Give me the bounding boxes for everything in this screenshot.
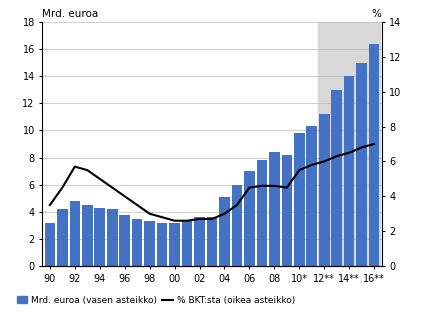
- Bar: [182, 221, 192, 266]
- Text: %: %: [372, 9, 382, 19]
- Legend: Mrd. euroa (vasen asteikko), % BKT:sta (oikea asteikko): Mrd. euroa (vasen asteikko), % BKT:sta (…: [13, 292, 299, 309]
- Bar: [344, 76, 354, 266]
- Bar: [219, 197, 230, 266]
- Bar: [332, 90, 342, 266]
- Bar: [70, 201, 80, 266]
- Bar: [318, 22, 380, 266]
- Bar: [57, 209, 68, 266]
- Bar: [319, 114, 329, 266]
- Bar: [294, 133, 304, 266]
- Bar: [269, 152, 280, 266]
- Bar: [206, 217, 217, 266]
- Bar: [169, 223, 180, 266]
- Bar: [157, 223, 167, 266]
- Bar: [257, 160, 267, 266]
- Bar: [144, 221, 155, 266]
- Bar: [194, 217, 205, 266]
- Bar: [232, 185, 242, 266]
- Bar: [107, 209, 117, 266]
- Bar: [120, 214, 130, 266]
- Bar: [244, 171, 255, 266]
- Bar: [307, 126, 317, 266]
- Bar: [369, 44, 379, 266]
- Bar: [82, 205, 92, 266]
- Bar: [95, 208, 105, 266]
- Text: Mrd. euroa: Mrd. euroa: [42, 9, 99, 19]
- Bar: [132, 218, 142, 266]
- Bar: [282, 155, 292, 266]
- Bar: [45, 223, 55, 266]
- Bar: [356, 63, 367, 266]
